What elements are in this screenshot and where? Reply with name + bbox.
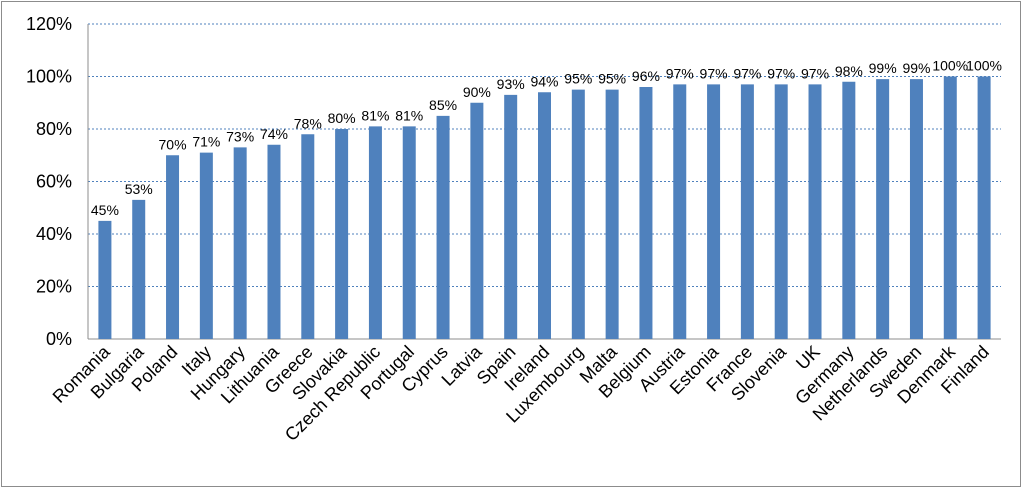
bar-malta bbox=[605, 89, 619, 339]
bar-romania bbox=[98, 220, 112, 339]
data-label: 97% bbox=[666, 65, 694, 81]
y-tick-label: 40% bbox=[36, 224, 72, 244]
data-label: 98% bbox=[835, 63, 863, 79]
bar-denmark bbox=[943, 76, 957, 339]
bar-france bbox=[740, 84, 754, 339]
x-category-label: Latvia bbox=[438, 341, 487, 390]
data-label: 70% bbox=[159, 136, 187, 152]
bars bbox=[98, 76, 991, 339]
data-label: 96% bbox=[632, 68, 660, 84]
data-label: 73% bbox=[226, 128, 254, 144]
bar-lithuania bbox=[267, 144, 281, 339]
bar-finland bbox=[977, 76, 991, 339]
bar-sweden bbox=[909, 79, 923, 339]
bar-italy bbox=[199, 152, 213, 339]
bar-ireland bbox=[538, 92, 551, 339]
bar-netherlands bbox=[876, 79, 890, 339]
bar-latvia bbox=[470, 102, 484, 339]
data-label: 74% bbox=[260, 126, 288, 142]
data-label: 85% bbox=[429, 97, 457, 113]
data-label: 78% bbox=[294, 115, 322, 131]
y-tick-label: 80% bbox=[36, 119, 72, 139]
bar-slovakia bbox=[335, 129, 349, 339]
data-label: 99% bbox=[902, 60, 930, 76]
data-label: 99% bbox=[869, 60, 897, 76]
data-label: 80% bbox=[328, 110, 356, 126]
bar-greece bbox=[301, 134, 315, 339]
bar-germany bbox=[842, 81, 856, 339]
data-label: 81% bbox=[395, 107, 423, 123]
data-label: 94% bbox=[530, 73, 558, 89]
data-label: 97% bbox=[767, 65, 795, 81]
data-label: 45% bbox=[91, 202, 119, 218]
data-label: 93% bbox=[497, 76, 525, 92]
y-tick-label: 120% bbox=[26, 14, 72, 34]
bar-spain bbox=[504, 94, 518, 339]
data-labels: 45% 53% 70% 71% 73% 74% 78% 80% 81% 81% 85% 90% 93% 9… bbox=[91, 58, 1002, 218]
data-label: 95% bbox=[564, 71, 592, 87]
y-tick-labels: 0% 20% 40% 60% 80% 100% 120% bbox=[26, 14, 72, 349]
x-category-labels: RomaniaBulgariaPolandItalyHungaryLithuan… bbox=[49, 341, 993, 445]
bar-austria bbox=[673, 84, 687, 339]
bar-portugal bbox=[402, 126, 416, 339]
data-label: 95% bbox=[598, 71, 626, 87]
bar-luxembourg bbox=[571, 89, 585, 339]
bar-hungary bbox=[233, 147, 247, 339]
bar-poland bbox=[166, 155, 180, 339]
y-tick-label: 100% bbox=[26, 67, 72, 87]
y-tick-label: 0% bbox=[46, 329, 72, 349]
data-label: 90% bbox=[463, 84, 491, 100]
y-tick-label: 60% bbox=[36, 172, 72, 192]
data-label: 53% bbox=[125, 181, 153, 197]
bar-belgium bbox=[639, 87, 653, 339]
bar-slovenia bbox=[774, 84, 788, 339]
bar-bulgaria bbox=[132, 199, 146, 339]
bar-estonia bbox=[707, 84, 721, 339]
data-label: 100% bbox=[932, 58, 968, 74]
bar-czech-republic bbox=[368, 126, 382, 339]
bar-uk bbox=[808, 84, 822, 339]
data-label: 97% bbox=[801, 65, 829, 81]
y-tick-label: 20% bbox=[36, 277, 72, 297]
data-label: 97% bbox=[700, 65, 728, 81]
data-label: 81% bbox=[361, 107, 389, 123]
data-label: 71% bbox=[192, 134, 220, 150]
data-label: 97% bbox=[733, 65, 761, 81]
data-label: 100% bbox=[966, 58, 1002, 74]
bar-cyprus bbox=[436, 115, 450, 339]
